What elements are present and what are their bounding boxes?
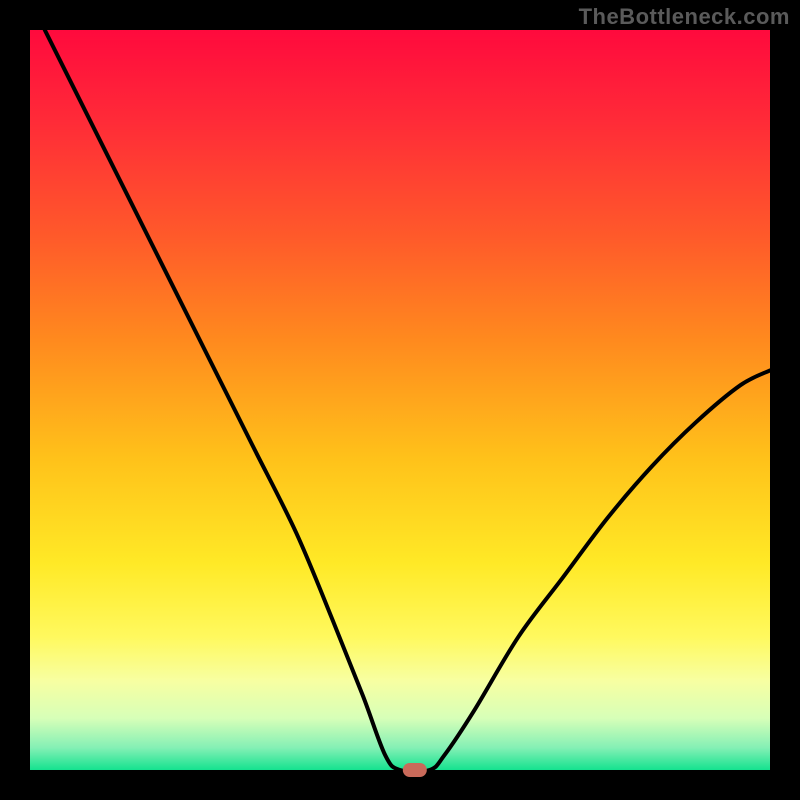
plot-background [30, 30, 770, 770]
optimal-point-marker [403, 763, 427, 777]
bottleneck-chart [0, 0, 800, 800]
chart-container: TheBottleneck.com [0, 0, 800, 800]
watermark-text: TheBottleneck.com [579, 4, 790, 30]
